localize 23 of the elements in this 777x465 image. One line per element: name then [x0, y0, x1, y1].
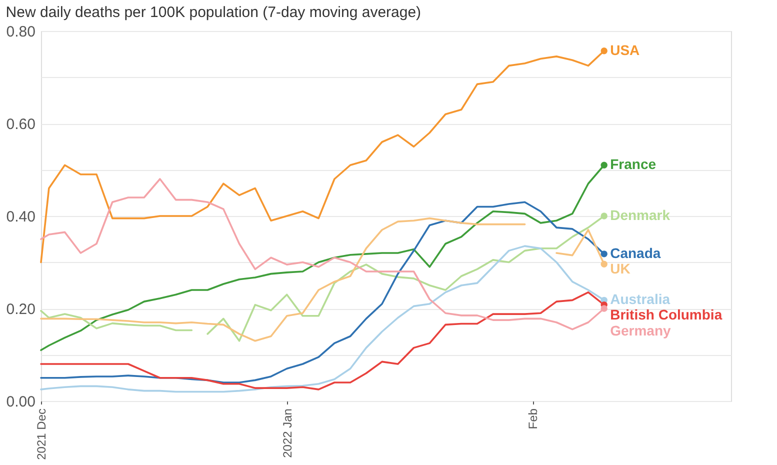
point: [600, 305, 608, 312]
y-tick-label: 0.40: [6, 208, 36, 226]
series-label: Germany: [610, 322, 672, 338]
point: [600, 250, 608, 258]
y-tick-label: 0.20: [6, 301, 36, 318]
y-tick-label: 0.80: [6, 24, 36, 40]
series-label: USA: [610, 42, 640, 58]
point: [600, 48, 608, 54]
x-tick-label: 2021 Dec: [34, 408, 48, 460]
point: [600, 162, 608, 168]
series-label: UK: [610, 260, 630, 276]
series-label: France: [610, 156, 656, 172]
series-label: Canada: [610, 244, 661, 261]
chart-title: New daily deaths per 100K population (7-day moving average): [6, 4, 422, 21]
x-tick-label: Feb: [526, 408, 540, 430]
x-tick-label: 2022 Jan: [280, 408, 294, 458]
series-label: Denmark: [610, 207, 670, 223]
point: [600, 260, 608, 268]
series-label: Australia: [610, 291, 670, 308]
series-label: British Columbia: [610, 306, 722, 323]
y-tick-label: 0.60: [6, 116, 36, 133]
point: [600, 212, 608, 220]
y-tick-label: 0.00: [6, 394, 36, 410]
